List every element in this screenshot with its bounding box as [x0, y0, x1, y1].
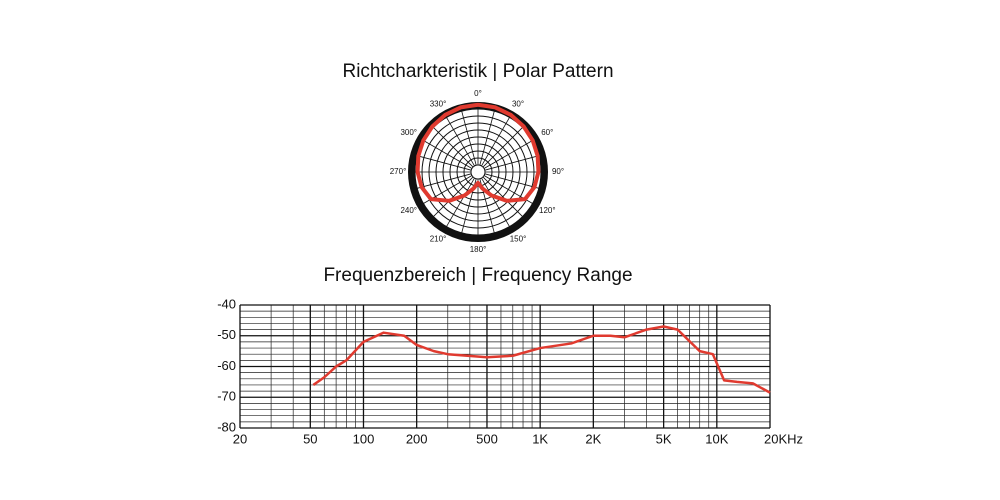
x-tick-label: 100 — [353, 431, 375, 446]
x-tick-label: 20KHz — [764, 431, 803, 446]
angle-label: 0° — [474, 89, 482, 98]
angle-label: 240° — [400, 206, 417, 215]
polar-spoke — [482, 127, 523, 168]
polar-spoke — [417, 155, 472, 171]
frequency-title: Frequenzbereich | Frequency Range — [323, 265, 632, 286]
polar-spoke — [461, 111, 477, 166]
angle-label: 330° — [430, 100, 447, 109]
x-tick-label: 2K — [585, 431, 601, 446]
angle-label: 180° — [470, 245, 487, 254]
y-tick-label: -60 — [217, 358, 236, 373]
angle-label: 300° — [400, 128, 417, 137]
angle-label: 150° — [510, 235, 527, 244]
x-tick-label: 10K — [705, 431, 728, 446]
y-tick-label: -40 — [217, 296, 236, 311]
angle-label: 270° — [390, 167, 407, 176]
polar-spoke — [423, 140, 473, 169]
polar-spoke — [484, 155, 539, 171]
angle-label: 120° — [539, 206, 556, 215]
polar-curve — [415, 102, 541, 203]
x-tick-label: 5K — [656, 431, 672, 446]
polar-spoke — [446, 177, 475, 227]
polar-spoke — [481, 117, 510, 167]
polar-spoke — [483, 140, 533, 169]
angle-label: 90° — [552, 167, 564, 176]
x-tick-label: 20 — [233, 431, 247, 446]
x-tick-label: 1K — [532, 431, 548, 446]
polar-spoke — [446, 117, 475, 167]
polar-spoke — [433, 176, 474, 217]
y-tick-label: -70 — [217, 389, 236, 404]
x-tick-label: 50 — [303, 431, 317, 446]
frequency-line — [312, 325, 771, 394]
polar-spoke — [484, 173, 539, 189]
polar-ring — [470, 164, 486, 180]
angle-label: 60° — [541, 128, 553, 137]
polar-spoke — [482, 176, 523, 217]
polar-title: Richtcharkteristik | Polar Pattern — [342, 61, 613, 82]
polar-spoke — [433, 127, 474, 168]
polar-spoke — [479, 111, 495, 166]
angle-label: 210° — [430, 235, 447, 244]
polar-spoke — [481, 177, 510, 227]
y-tick-label: -50 — [217, 327, 236, 342]
x-tick-label: 200 — [406, 431, 428, 446]
y-tick-label: -80 — [217, 419, 236, 434]
polar-spoke — [417, 173, 472, 189]
x-tick-label: 500 — [476, 431, 498, 446]
angle-label: 30° — [512, 100, 524, 109]
